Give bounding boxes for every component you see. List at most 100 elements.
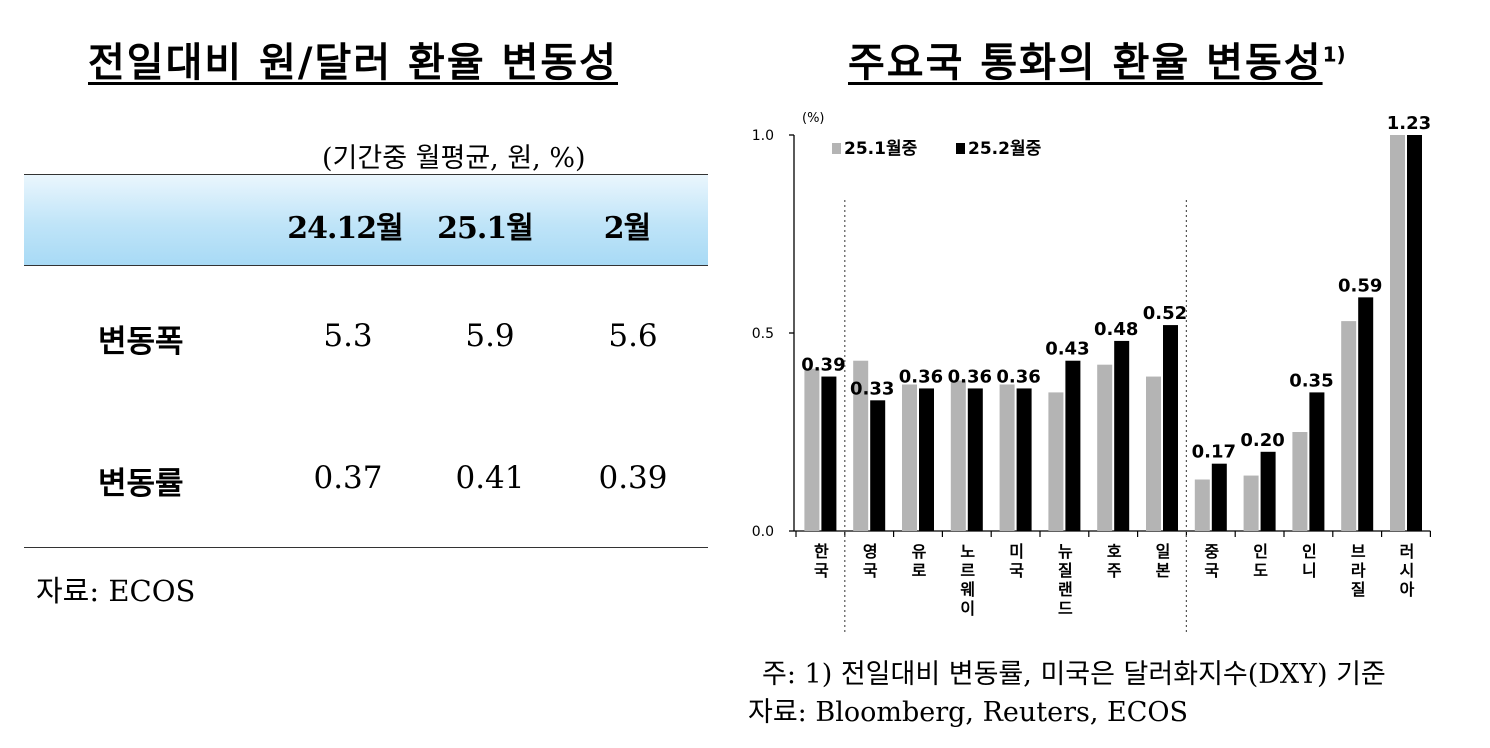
left-title: 전일대비 원/달러 환율 변동성: [88, 30, 648, 88]
x-category-label: 일: [1156, 542, 1171, 561]
x-category-label: 시: [1400, 561, 1415, 580]
column-header: 24.12월: [287, 211, 404, 246]
x-category-label: 브: [1351, 542, 1366, 561]
bar: [1292, 432, 1308, 531]
x-category-label: 이: [960, 599, 975, 618]
bar: [821, 376, 837, 531]
x-category-label: 러: [1400, 542, 1415, 561]
row-label: 변동폭: [98, 324, 184, 360]
x-category-label: 니: [1302, 561, 1317, 580]
bar: [1260, 451, 1276, 531]
bar: [950, 380, 966, 531]
x-category-label: 유: [912, 542, 927, 561]
data-label: 0.20: [1240, 430, 1284, 451]
legend-label: 25.1월중: [844, 139, 918, 159]
data-label: 1.23: [1387, 113, 1431, 134]
x-category-label: 드: [1058, 599, 1073, 618]
table-cell: 0.39: [598, 460, 668, 496]
x-category-label: 도: [1253, 561, 1268, 580]
bar: [1358, 297, 1374, 531]
bar: [1114, 340, 1130, 531]
column-header: 2월: [603, 211, 651, 246]
bar: [1407, 135, 1422, 531]
bar: [853, 360, 869, 531]
x-category-label: 국: [1009, 561, 1024, 580]
y-tick-label: 1.0: [752, 128, 774, 144]
legend-label: 25.2월중: [968, 139, 1042, 159]
bar: [1146, 376, 1161, 531]
x-category-label: 웨: [960, 580, 975, 599]
y-tick-label: 0.0: [752, 524, 774, 540]
x-category-label: 노: [960, 542, 975, 561]
unit-note: (기간중 월평균, 원, %): [322, 143, 586, 174]
table-cell: 0.41: [455, 460, 525, 496]
x-category-label: 미: [1009, 542, 1024, 561]
table-cell: 5.9: [465, 318, 515, 354]
column-header: 25.1월: [437, 211, 534, 246]
x-category-label: 한: [814, 542, 829, 561]
x-category-label: 영: [863, 542, 878, 561]
bar: [919, 388, 934, 531]
left-source-note: 자료: ECOS: [36, 574, 196, 608]
bar: [1016, 388, 1032, 531]
data-label: 0.36: [899, 366, 943, 387]
x-category-label: 아: [1400, 580, 1415, 599]
bar: [1211, 463, 1227, 531]
right-title-text: 주요국 통화의 환율 변동성: [848, 40, 1323, 86]
data-label: 0.43: [1045, 339, 1089, 360]
bar: [870, 400, 886, 531]
table-header: 24.12월 25.1월 2월: [24, 174, 708, 266]
bar: [999, 384, 1015, 531]
table-cell: 5.6: [608, 318, 658, 354]
data-label: 0.17: [1192, 442, 1236, 463]
legend-swatch: [956, 143, 965, 154]
footnote: 주: 1) 전일대비 변동률, 미국은 달러화지수(DXY) 기준: [762, 659, 1386, 690]
data-label: 0.48: [1094, 319, 1138, 340]
x-category-label: 질: [1351, 580, 1366, 599]
bar: [902, 384, 917, 531]
y-tick-label: 0.5: [752, 326, 774, 342]
x-category-label: 호: [1107, 542, 1122, 561]
bar: [1390, 135, 1405, 531]
bar: [1048, 392, 1064, 531]
y-axis-unit: (%): [802, 111, 825, 126]
table-cell: 5.3: [323, 318, 373, 354]
x-category-label: 주: [1107, 561, 1122, 580]
bar: [1341, 321, 1357, 531]
data-label: 0.39: [801, 355, 845, 376]
data-label: 0.33: [850, 378, 894, 399]
legend-swatch: [832, 143, 841, 154]
table-bottom-rule: [24, 547, 708, 548]
x-category-label: 중: [1204, 542, 1219, 561]
bar: [804, 368, 820, 531]
x-category-label: 뉴: [1058, 542, 1073, 561]
data-label: 0.35: [1289, 370, 1333, 391]
data-label: 0.52: [1143, 303, 1187, 324]
table-cell: 0.37: [313, 460, 383, 496]
bar: [1065, 360, 1081, 531]
x-category-label: 인: [1253, 542, 1268, 561]
left-title-text: 전일대비 원/달러 환율 변동성: [88, 40, 618, 86]
x-category-label: 국: [863, 561, 878, 580]
row-label: 변동률: [98, 466, 184, 502]
x-category-label: 로: [912, 561, 927, 580]
bar: [1163, 325, 1178, 531]
x-category-label: 라: [1351, 561, 1366, 580]
right-source-note: 자료: Bloomberg, Reuters, ECOS: [748, 697, 1189, 728]
x-category-label: 국: [814, 561, 829, 580]
x-category-label: 르: [960, 561, 975, 580]
x-category-label: 인: [1302, 542, 1317, 561]
x-category-label: 질: [1058, 561, 1073, 580]
bar: [1309, 392, 1325, 531]
x-category-label: 본: [1156, 561, 1171, 580]
data-label: 0.59: [1338, 275, 1382, 296]
x-category-label: 랜: [1058, 580, 1073, 599]
data-label: 0.36: [996, 366, 1040, 387]
title-footnote-mark: 1): [1322, 42, 1346, 67]
bar: [967, 388, 983, 531]
right-title: 주요국 통화의 환율 변동성1): [848, 30, 1408, 88]
data-label: 0.36: [948, 366, 992, 387]
bar: [1194, 479, 1210, 531]
x-category-label: 국: [1204, 561, 1219, 580]
